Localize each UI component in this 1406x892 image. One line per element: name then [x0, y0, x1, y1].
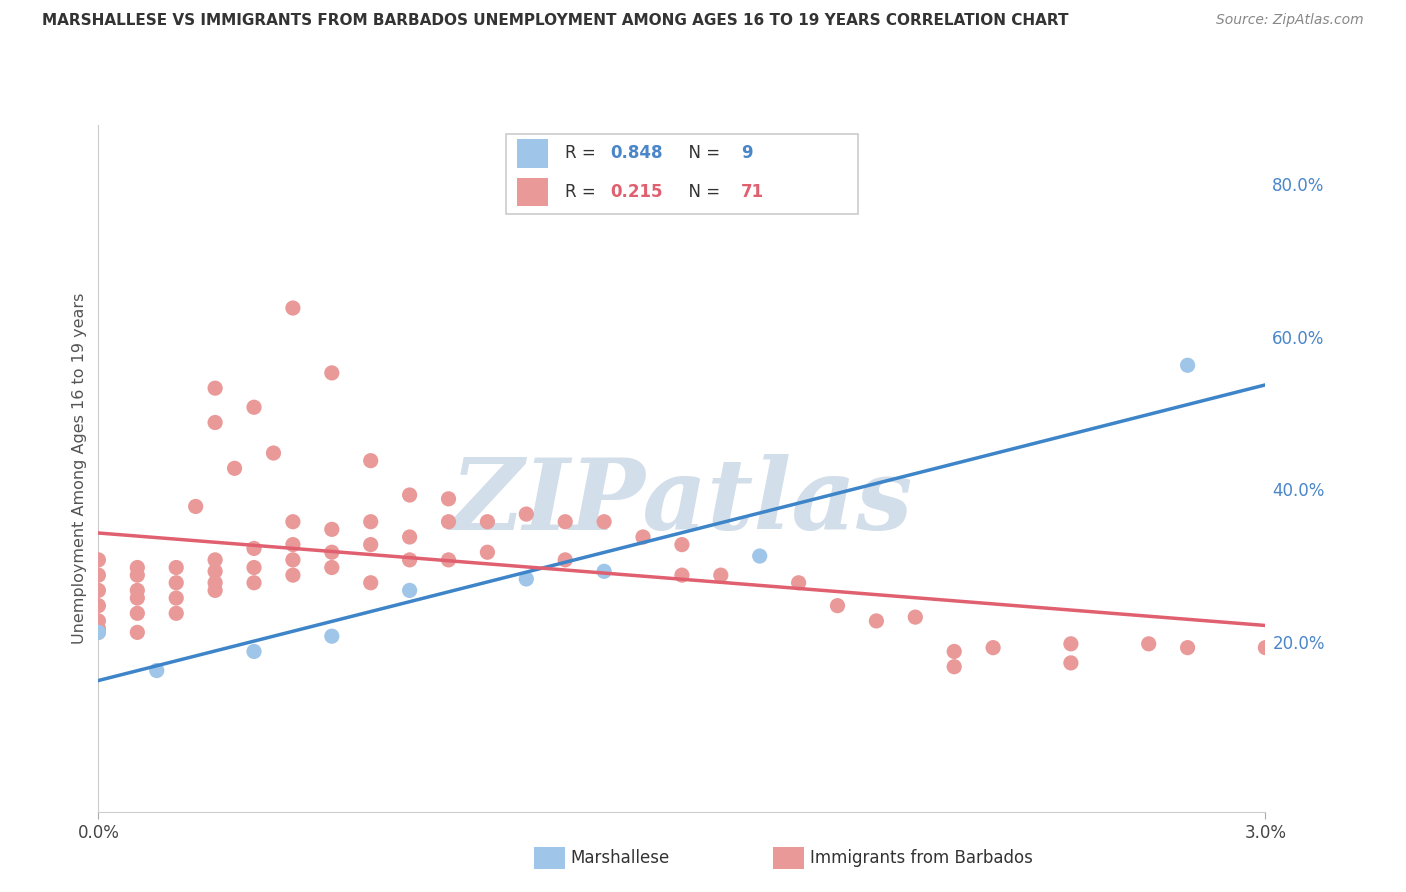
- Point: [437, 515, 460, 529]
- Point: [321, 366, 343, 380]
- Text: R =: R =: [565, 183, 606, 201]
- Text: Marshallese: Marshallese: [571, 849, 671, 867]
- Point: [127, 568, 149, 582]
- Point: [87, 625, 110, 640]
- Point: [321, 522, 343, 536]
- Point: [204, 583, 226, 598]
- Point: [787, 575, 810, 590]
- Point: [398, 488, 420, 502]
- Point: [398, 530, 420, 544]
- Point: [262, 446, 284, 460]
- Point: [1137, 637, 1160, 651]
- Point: [671, 568, 693, 582]
- Text: 40.0%: 40.0%: [1272, 483, 1324, 500]
- Point: [127, 591, 149, 605]
- Point: [593, 515, 616, 529]
- Point: [398, 583, 420, 598]
- Point: [360, 453, 382, 467]
- Point: [165, 575, 187, 590]
- Text: ZIPatlas: ZIPatlas: [451, 454, 912, 551]
- Point: [165, 591, 187, 605]
- Point: [281, 553, 304, 567]
- Text: 0.215: 0.215: [610, 183, 662, 201]
- Point: [360, 575, 382, 590]
- Point: [360, 538, 382, 552]
- Point: [243, 575, 266, 590]
- Point: [631, 530, 654, 544]
- Text: Immigrants from Barbados: Immigrants from Barbados: [810, 849, 1033, 867]
- Point: [748, 549, 770, 563]
- Point: [204, 416, 226, 430]
- Point: [943, 659, 966, 673]
- Point: [904, 610, 927, 624]
- Point: [127, 625, 149, 640]
- Text: 71: 71: [741, 183, 763, 201]
- Point: [204, 381, 226, 395]
- Point: [671, 538, 693, 552]
- Point: [593, 564, 616, 578]
- Y-axis label: Unemployment Among Ages 16 to 19 years: Unemployment Among Ages 16 to 19 years: [72, 293, 87, 644]
- Point: [184, 500, 207, 514]
- Text: 60.0%: 60.0%: [1272, 329, 1324, 348]
- Point: [398, 553, 420, 567]
- Point: [204, 575, 226, 590]
- Text: N =: N =: [678, 183, 725, 201]
- Text: N =: N =: [678, 145, 730, 162]
- Point: [281, 568, 304, 582]
- Point: [243, 560, 266, 574]
- Point: [865, 614, 887, 628]
- Point: [243, 644, 266, 658]
- Point: [515, 572, 537, 586]
- Point: [243, 541, 266, 556]
- Point: [1254, 640, 1277, 655]
- Point: [87, 568, 110, 582]
- Text: 0.848: 0.848: [610, 145, 662, 162]
- Text: 9: 9: [741, 145, 752, 162]
- Point: [943, 644, 966, 658]
- Point: [87, 622, 110, 636]
- Text: MARSHALLESE VS IMMIGRANTS FROM BARBADOS UNEMPLOYMENT AMONG AGES 16 TO 19 YEARS C: MARSHALLESE VS IMMIGRANTS FROM BARBADOS …: [42, 13, 1069, 29]
- Point: [224, 461, 246, 475]
- Point: [127, 607, 149, 621]
- Point: [477, 515, 499, 529]
- Point: [554, 553, 576, 567]
- Text: Source: ZipAtlas.com: Source: ZipAtlas.com: [1216, 13, 1364, 28]
- Point: [243, 401, 266, 415]
- Point: [127, 583, 149, 598]
- Text: 80.0%: 80.0%: [1272, 177, 1324, 195]
- Point: [281, 538, 304, 552]
- Point: [710, 568, 733, 582]
- Point: [360, 515, 382, 529]
- Point: [87, 553, 110, 567]
- Point: [827, 599, 849, 613]
- Point: [321, 545, 343, 559]
- Point: [515, 507, 537, 521]
- Point: [554, 515, 576, 529]
- Point: [281, 301, 304, 315]
- Text: 20.0%: 20.0%: [1272, 635, 1324, 653]
- Point: [87, 625, 110, 640]
- Text: R =: R =: [565, 145, 606, 162]
- Point: [477, 545, 499, 559]
- Point: [87, 614, 110, 628]
- Point: [127, 560, 149, 574]
- Point: [1177, 640, 1199, 655]
- Point: [437, 491, 460, 506]
- Point: [204, 553, 226, 567]
- Point: [1177, 358, 1199, 373]
- Point: [1060, 656, 1083, 670]
- Point: [165, 607, 187, 621]
- Point: [437, 553, 460, 567]
- Point: [165, 560, 187, 574]
- Point: [321, 560, 343, 574]
- Point: [1060, 637, 1083, 651]
- Point: [281, 515, 304, 529]
- Point: [87, 599, 110, 613]
- Point: [981, 640, 1004, 655]
- Point: [321, 629, 343, 643]
- Point: [204, 564, 226, 578]
- Point: [146, 664, 169, 678]
- Point: [87, 583, 110, 598]
